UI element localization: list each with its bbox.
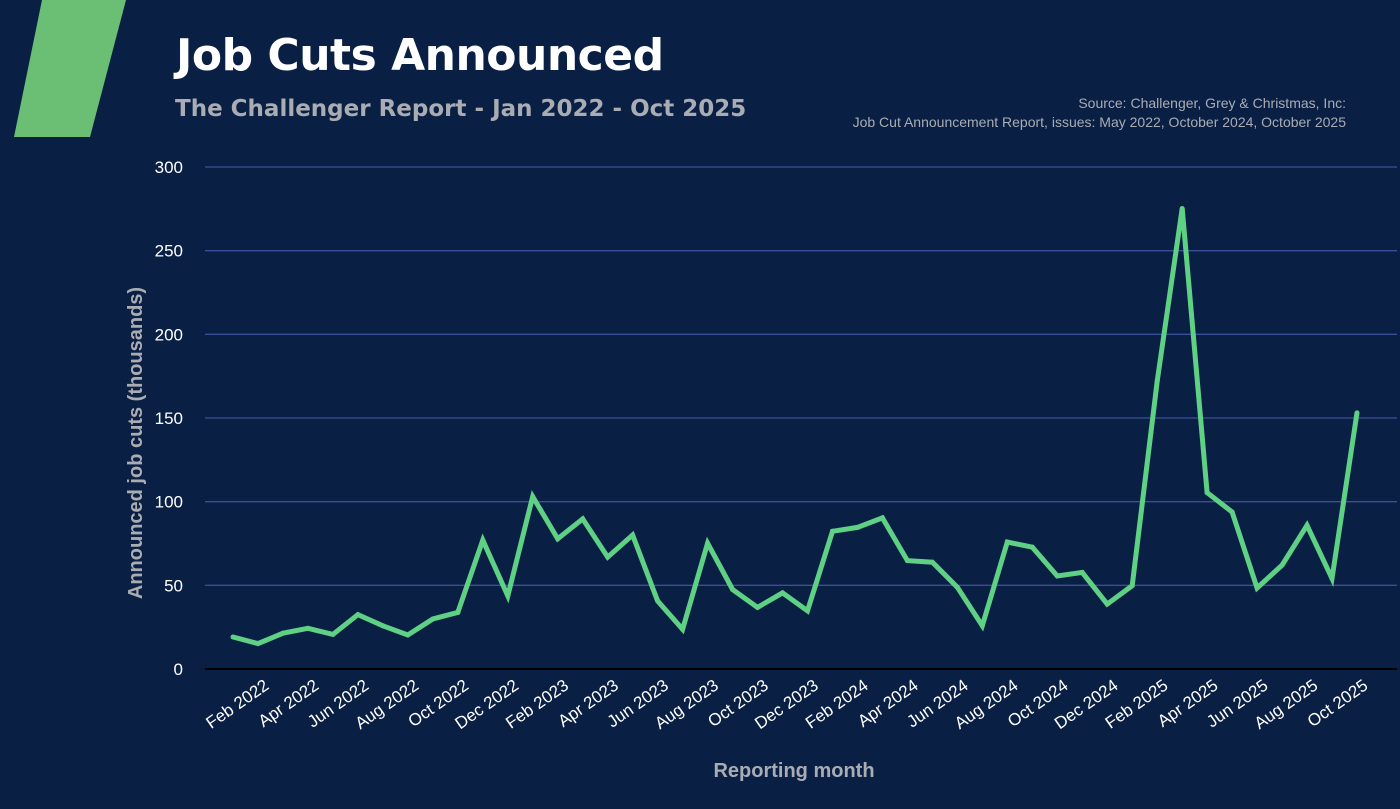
- data-point: [780, 590, 786, 596]
- data-point: [1204, 490, 1210, 496]
- data-point: [630, 532, 636, 538]
- series-line: [232, 208, 1360, 647]
- data-point: [1279, 562, 1285, 568]
- data-point: [605, 554, 611, 560]
- data-point: [829, 528, 835, 534]
- data-point: [680, 626, 686, 632]
- y-tick-label: 200: [155, 325, 183, 344]
- data-point: [280, 630, 286, 636]
- data-point: [655, 598, 661, 604]
- x-axis-label: Reporting month: [713, 760, 874, 782]
- data-point: [730, 587, 736, 593]
- y-tick-label: 0: [174, 660, 183, 679]
- data-point: [305, 625, 311, 631]
- data-point: [1154, 378, 1160, 384]
- data-point: [1304, 522, 1310, 528]
- data-point: [755, 604, 761, 610]
- data-point: [705, 540, 711, 546]
- source-line-2: Job Cut Announcement Report, issues: May…: [852, 114, 1346, 130]
- data-point: [1254, 585, 1260, 591]
- y-tick-label: 50: [164, 576, 183, 595]
- data-point: [580, 516, 586, 522]
- data-point: [1229, 509, 1235, 515]
- data-point: [330, 631, 336, 637]
- source-note: Source: Challenger, Grey & Christmas, In…: [853, 94, 1346, 132]
- data-point: [1104, 601, 1110, 607]
- data-point: [954, 584, 960, 590]
- data-point: [530, 494, 536, 500]
- data-point: [1129, 583, 1135, 589]
- data-point: [255, 641, 261, 647]
- page-subtitle: The Challenger Report - Jan 2022 - Oct 2…: [175, 96, 747, 122]
- data-point: [555, 536, 561, 542]
- accent-parallelogram: [14, 0, 126, 137]
- y-tick-label: 250: [155, 242, 183, 261]
- data-point: [1029, 544, 1035, 550]
- y-tick-label: 150: [155, 409, 183, 428]
- data-point: [505, 593, 511, 599]
- data-point: [405, 632, 411, 638]
- data-point: [879, 515, 885, 521]
- data-point: [1354, 410, 1360, 416]
- page-title: Job Cuts Announced: [176, 30, 664, 81]
- data-point: [979, 623, 985, 629]
- y-tick-label: 300: [155, 158, 183, 177]
- data-points: [230, 205, 1360, 647]
- data-point: [1179, 205, 1185, 211]
- data-point: [1004, 539, 1010, 545]
- data-point: [455, 609, 461, 615]
- data-point: [904, 558, 910, 564]
- data-point: [1329, 575, 1335, 581]
- y-axis-label: Announced job cuts (thousands): [125, 287, 147, 599]
- data-point: [230, 634, 236, 640]
- data-point: [380, 623, 386, 629]
- data-point: [1054, 573, 1060, 579]
- data-point: [480, 537, 486, 543]
- y-tick-label: 100: [155, 493, 183, 512]
- data-point: [355, 612, 361, 618]
- data-point: [1079, 569, 1085, 575]
- data-point: [929, 559, 935, 565]
- data-point: [804, 608, 810, 614]
- data-point: [854, 524, 860, 530]
- source-line-1: Source: Challenger, Grey & Christmas, In…: [1078, 95, 1346, 111]
- data-point: [430, 616, 436, 622]
